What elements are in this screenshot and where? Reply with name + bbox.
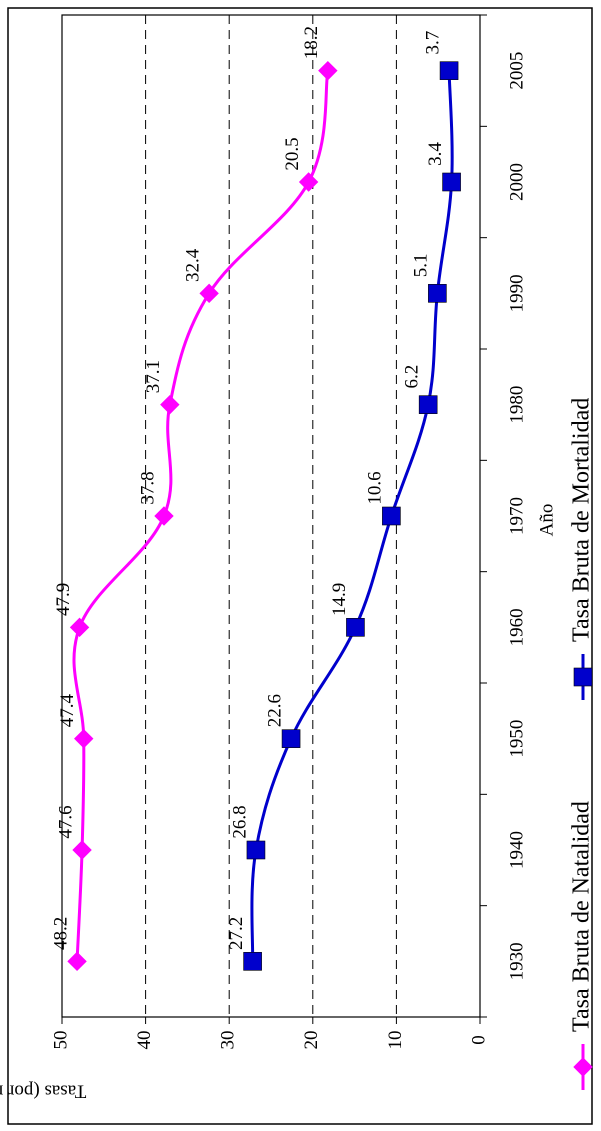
data-label-mortalidad-1940: 26.8 <box>229 805 250 838</box>
data-label-natalidad-2000: 20.5 <box>282 137 303 170</box>
category-tick-label-2000: 2000 <box>506 163 527 201</box>
point-natalidad-1970 <box>154 506 174 526</box>
series-layer <box>67 60 461 972</box>
data-label-mortalidad-1990: 5.1 <box>411 253 432 277</box>
category-tick-label-1970: 1970 <box>506 497 527 535</box>
data-labels: 48.2 47.6 47.4 47.9 37.8 37.1 32.4 20.5 18.2 27.2… <box>50 26 446 950</box>
point-mortalidad-2000 <box>442 172 461 192</box>
point-mortalidad-1970 <box>382 506 401 526</box>
data-label-mortalidad-2005: 3.7 <box>422 31 443 55</box>
category-tick-label-1950: 1950 <box>506 720 527 758</box>
data-label-natalidad-1990: 32.4 <box>182 248 203 282</box>
legend: Tasa Bruta de Natalidad Tasa Bruta de Mor… <box>569 398 595 1090</box>
point-natalidad-1940 <box>72 840 92 860</box>
category-tick-label-1990: 1990 <box>506 274 527 312</box>
category-tick-label-1960: 1960 <box>506 608 527 646</box>
data-label-natalidad-1930: 48.2 <box>50 917 71 950</box>
point-mortalidad-1980 <box>418 395 438 414</box>
data-label-mortalidad-1960: 14.9 <box>329 583 350 616</box>
x-axis-title: Año <box>536 504 557 537</box>
category-tick-label-1940: 1940 <box>506 831 527 869</box>
plot-area <box>61 14 481 1018</box>
data-label-natalidad-2005: 18.2 <box>301 26 322 59</box>
legend-marker-mortalidad <box>573 667 593 687</box>
data-label-mortalidad-1970: 10.6 <box>365 471 386 504</box>
point-natalidad-1980 <box>160 394 180 415</box>
value-tick-label-50: 50 <box>50 1031 71 1050</box>
legend-marker-natalidad <box>573 1057 593 1077</box>
point-natalidad-1950 <box>74 728 94 749</box>
data-label-mortalidad-1930: 27.2 <box>226 917 247 950</box>
data-label-natalidad-1980: 37.1 <box>143 360 164 393</box>
data-label-mortalidad-1980: 6.2 <box>402 365 423 389</box>
point-natalidad-2000 <box>298 172 319 192</box>
data-label-mortalidad-1950: 22.6 <box>264 694 285 727</box>
data-label-natalidad-1960: 47.9 <box>53 583 74 616</box>
value-tick-label-0: 0 <box>468 1035 489 1045</box>
data-label-natalidad-1950: 47.4 <box>57 694 78 728</box>
x-axis-title-group: Año <box>536 504 557 537</box>
data-label-natalidad-1970: 37.8 <box>137 471 158 504</box>
y-axis-title-group: Tasas (por mil) <box>0 1081 86 1102</box>
category-tick-label-1980: 1980 <box>506 386 527 424</box>
point-mortalidad-1940 <box>246 840 266 860</box>
value-tick-label-10: 10 <box>385 1031 406 1050</box>
point-natalidad-1960 <box>69 617 90 638</box>
point-mortalidad-1950 <box>281 729 301 748</box>
point-natalidad-1930 <box>67 951 87 972</box>
category-tick-label-1930: 1930 <box>506 942 527 980</box>
y-axis: 0 10 20 30 40 50 <box>50 1017 489 1050</box>
category-tick-label-2005: 2005 <box>506 52 527 90</box>
point-natalidad-2005 <box>318 60 338 81</box>
point-mortalidad-2005 <box>439 61 459 80</box>
point-mortalidad-1990 <box>428 284 447 303</box>
point-mortalidad-1930 <box>243 952 262 971</box>
point-mortalidad-1960 <box>346 618 365 637</box>
value-tick-label-30: 30 <box>218 1031 239 1050</box>
point-natalidad-1990 <box>199 283 219 304</box>
x-axis: 1930 1940 1950 1960 1970 1980 1990 2000 2005 <box>480 14 527 1018</box>
value-tick-label-40: 40 <box>134 1031 155 1050</box>
y-axis-title: Tasas (por mil) <box>0 1081 86 1102</box>
legend-label-mortalidad: Tasa Bruta de Mortalidad <box>569 398 595 642</box>
data-label-natalidad-1940: 47.6 <box>55 805 76 838</box>
data-label-mortalidad-2000: 3.4 <box>425 142 446 166</box>
value-tick-label-20: 20 <box>301 1031 322 1050</box>
legend-label-natalidad: Tasa Bruta de Natalidad <box>569 801 595 1032</box>
